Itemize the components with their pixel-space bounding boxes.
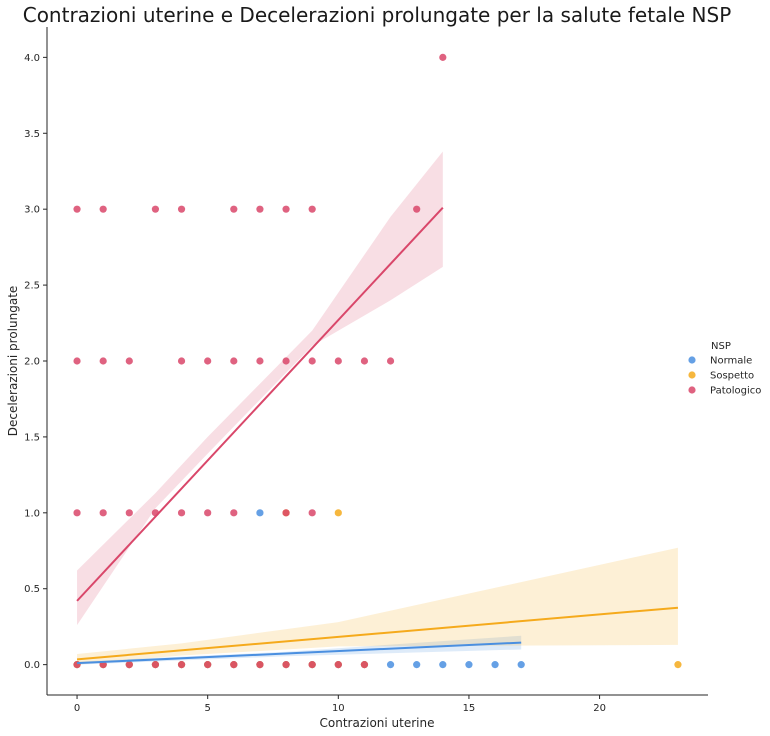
y-tick-label-0: 0.0 [24,660,40,671]
point-patologico-2 [125,661,133,669]
point-patologico-4 [177,661,186,669]
y-tick-label-4: 4.0 [24,53,40,64]
fit-line-normale [76,641,522,665]
y-tick-label-2: 2.0 [24,357,40,368]
ci-band-sospetto [77,547,678,665]
point-normale-16 [491,661,499,669]
point-patologico-39 [282,205,290,213]
x-tick-label-5: 5 [204,703,210,714]
point-patologico-7 [256,661,264,669]
point-patologico-31 [360,357,369,365]
point-patologico-6 [230,661,238,669]
legend-label-patologico: Patologico [710,386,761,397]
point-patologico-42 [439,53,447,61]
chart-title: Contrazioni uterine e Decelerazioni prol… [23,3,732,27]
point-patologico-9 [308,661,316,669]
y-tick-label-0.5: 0.5 [24,584,40,595]
point-patologico-26 [230,357,238,365]
point-patologico-35 [151,205,160,213]
point-patologico-32 [386,357,395,365]
point-patologico-20 [308,509,316,517]
point-patologico-21 [73,357,81,365]
y-ticks: 0.0 0.5 1.0 1.5 2.0 2.5 3.0 3.5 4.0 [24,53,47,671]
point-patologico-23 [125,357,133,365]
point-patologico-19 [282,509,290,517]
point-patologico-3 [151,661,160,669]
point-patologico-40 [308,205,316,213]
point-patologico-12 [73,509,81,517]
x-tick-label-15: 15 [463,703,476,714]
y-tick-label-1: 1.0 [24,508,40,519]
point-patologico-14 [125,509,133,517]
x-tick-label-0: 0 [74,703,80,714]
confidence-bands [77,151,678,665]
y-tick-label-3.5: 3.5 [24,129,40,140]
point-patologico-10 [334,661,342,669]
point-patologico-24 [177,357,186,365]
point-patologico-8 [282,661,290,669]
legend-label-normale: Normale [710,356,752,367]
legend: NSP Normale Sospetto Patologico [688,341,761,397]
legend-marker-sospetto [688,371,696,379]
point-patologico-11 [360,661,369,669]
point-patologico-34 [99,205,107,213]
point-patologico-25 [204,357,212,365]
point-normale-15 [465,661,473,669]
point-patologico-27 [256,357,264,365]
point-patologico-16 [177,509,186,517]
ci-band-patologico [77,151,443,626]
point-sospetto-14 [334,509,342,517]
point-patologico-37 [230,205,238,213]
point-patologico-33 [73,205,81,213]
point-sospetto-12 [674,661,682,669]
point-patologico-5 [204,661,212,669]
point-patologico-29 [308,357,316,365]
point-normale-14 [439,661,447,669]
point-normale-17 [517,661,525,669]
y-axis-label: Decelerazioni prolungate [6,286,20,437]
point-patologico-36 [177,205,186,213]
point-patologico-22 [99,357,107,365]
point-patologico-41 [413,205,421,213]
legend-label-sospetto: Sospetto [710,371,754,382]
y-tick-label-1.5: 1.5 [24,432,40,443]
point-normale-12 [386,661,395,669]
x-ticks: 0 5 10 15 20 [74,695,606,714]
legend-marker-normale [688,356,696,364]
point-patologico-13 [99,509,107,517]
point-patologico-30 [334,357,342,365]
legend-title: NSP [711,341,731,352]
point-patologico-17 [204,509,212,517]
x-tick-label-10: 10 [332,703,345,714]
x-axis-label: Contrazioni uterine [320,716,435,730]
legend-marker-patologico [688,386,696,394]
data-points [73,53,682,669]
point-normale-18 [256,509,264,517]
point-patologico-18 [230,509,238,517]
fit-line-sospetto [76,606,679,661]
y-tick-label-2.5: 2.5 [24,281,40,292]
y-tick-label-3: 3.0 [24,205,40,216]
regression-lines [76,206,679,665]
x-tick-label-20: 20 [593,703,606,714]
point-patologico-38 [256,205,264,213]
point-patologico-28 [282,357,290,365]
point-normale-13 [413,661,421,669]
fit-line-patologico [76,206,444,602]
